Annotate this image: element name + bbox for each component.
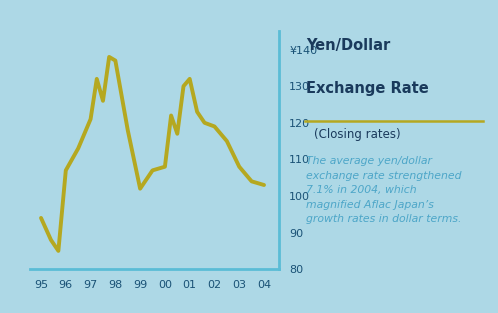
Text: Exchange Rate: Exchange Rate bbox=[306, 81, 429, 96]
Text: The average yen/dollar
exchange rate strengthened
7.1% in 2004, which
magnified : The average yen/dollar exchange rate str… bbox=[306, 156, 462, 224]
Text: (Closing rates): (Closing rates) bbox=[314, 128, 400, 141]
Text: Yen/Dollar: Yen/Dollar bbox=[306, 38, 390, 53]
